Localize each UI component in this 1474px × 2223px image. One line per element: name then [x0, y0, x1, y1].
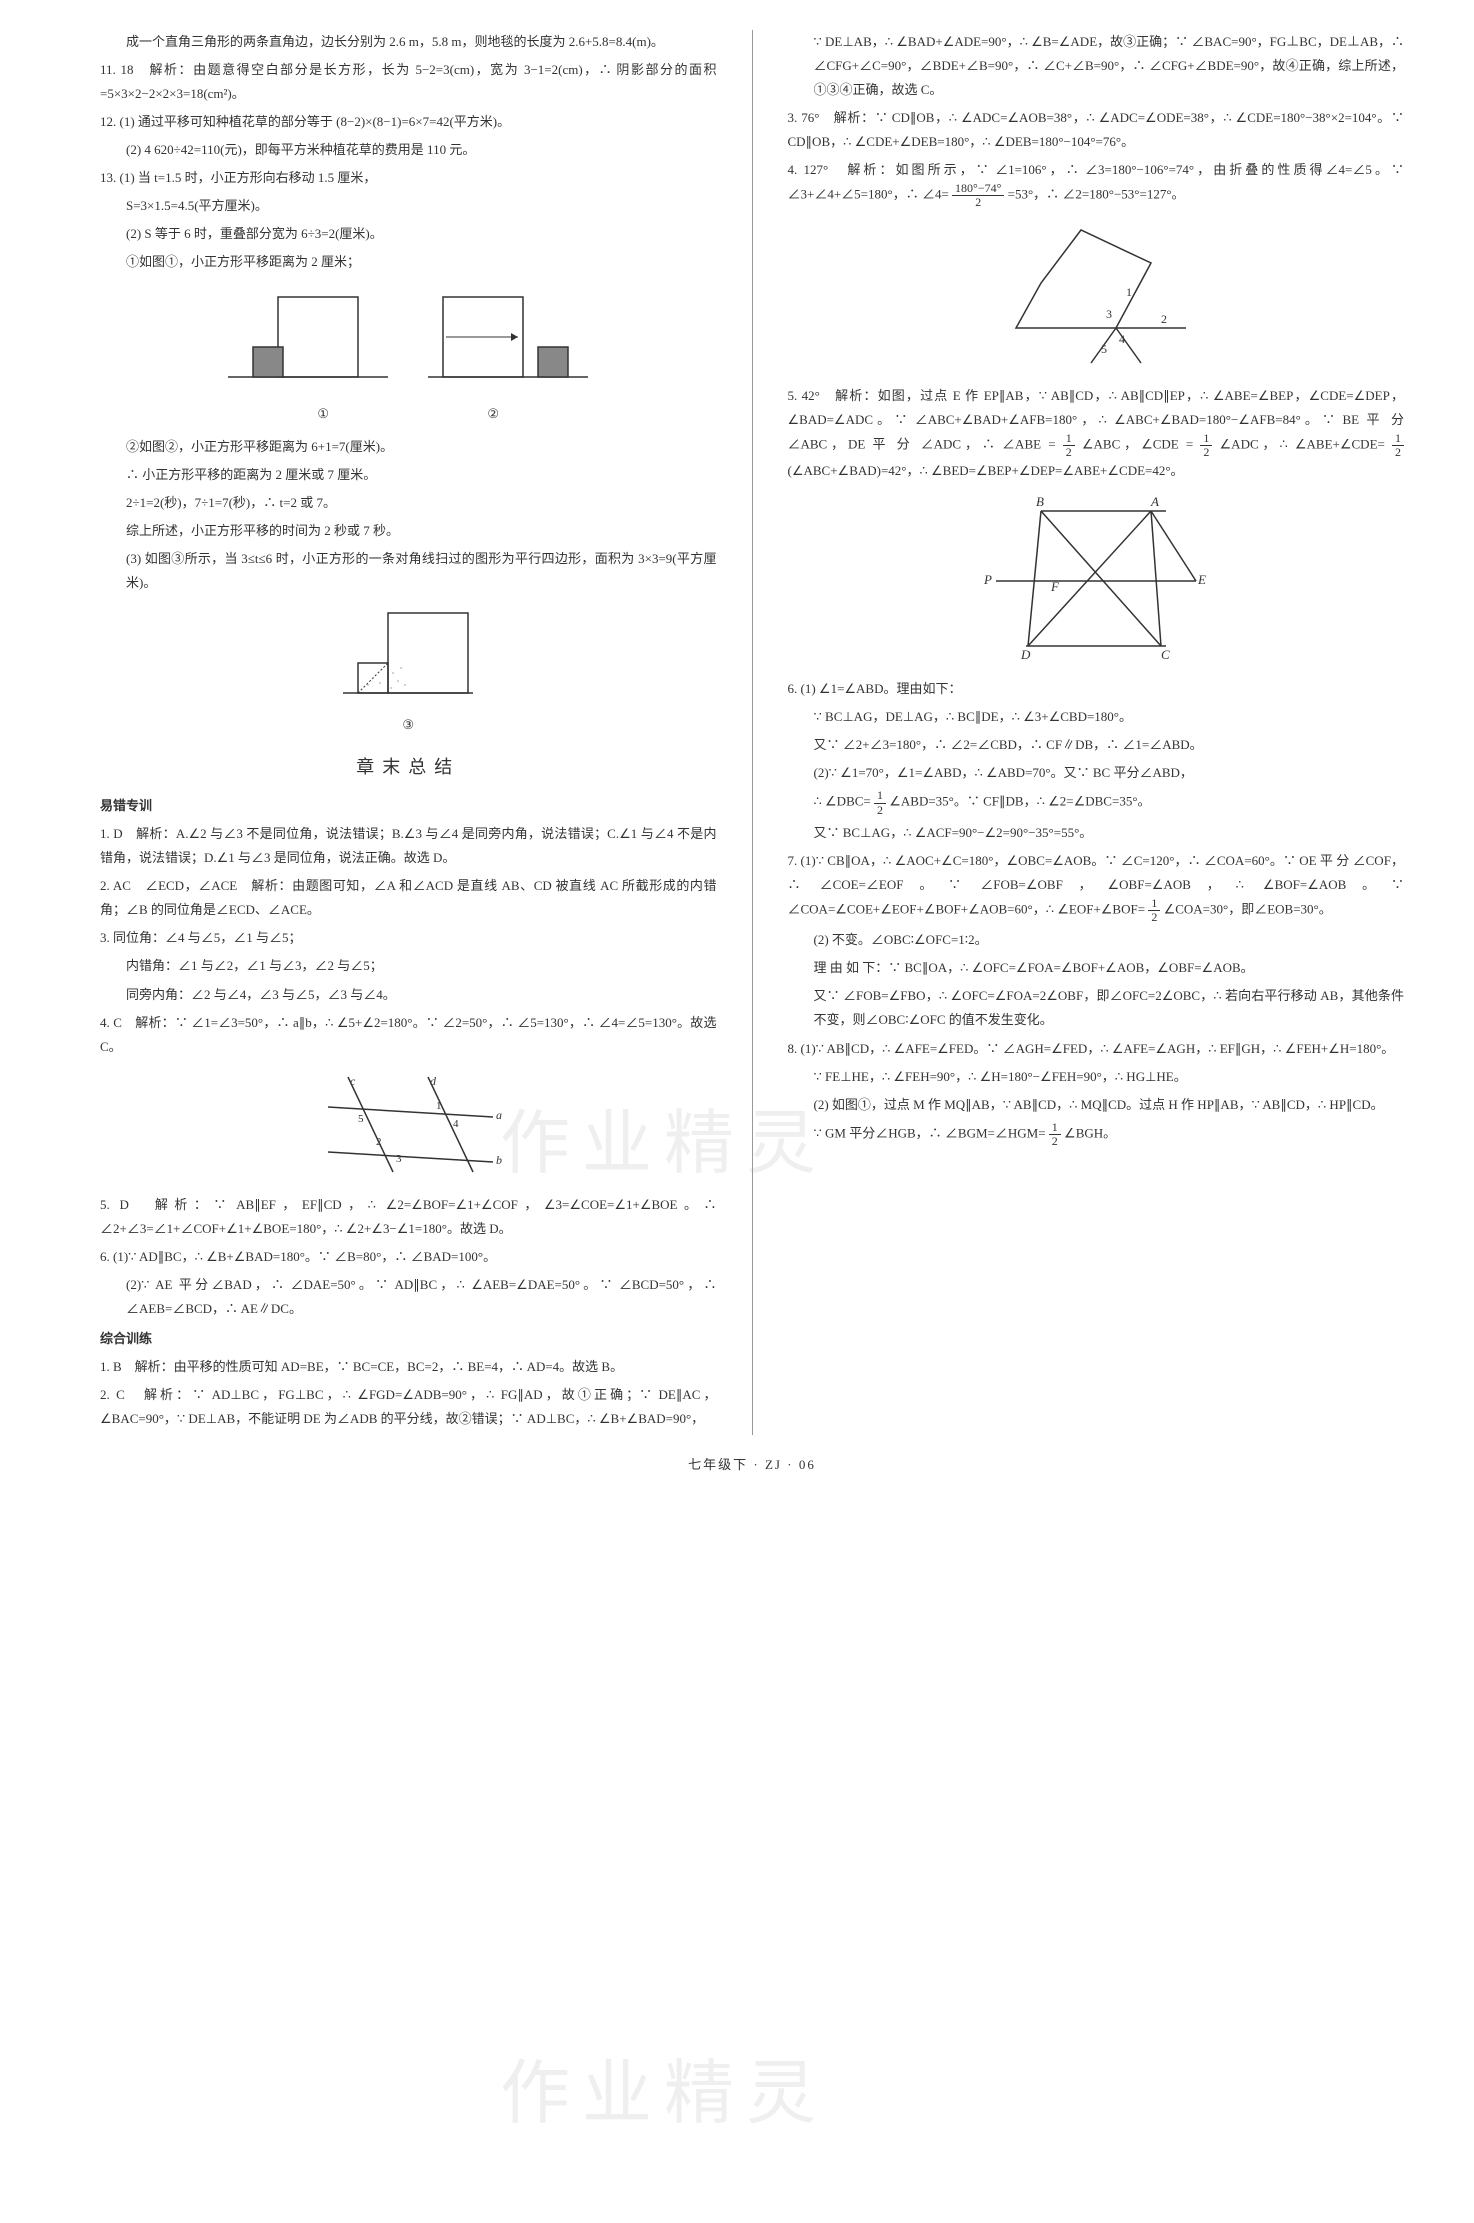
- text-line: ②如图②，小正方形平移距离为 6+1=7(厘米)。: [100, 435, 717, 459]
- fraction: 12: [1392, 432, 1404, 459]
- svg-text:b: b: [496, 1153, 502, 1167]
- text-line: ∵ BC⊥AG，DE⊥AG，∴ BC∥DE，∴ ∠3+∠CBD=180°。: [788, 705, 1405, 729]
- svg-text:E: E: [1197, 572, 1206, 587]
- fraction: 12: [1063, 432, 1075, 459]
- text-line: 3. 同位角：∠4 与∠5，∠1 与∠5；: [100, 926, 717, 950]
- svg-text:5: 5: [358, 1113, 364, 1125]
- text-line: (2) 如图①，过点 M 作 MQ∥AB，∵ AB∥CD，∴ MQ∥CD。过点 …: [788, 1093, 1405, 1117]
- svg-text:4: 4: [1119, 332, 1125, 346]
- text-line: 12. (1) 通过平移可知种植花草的部分等于 (8−2)×(8−1)=6×7=…: [100, 110, 717, 134]
- svg-text:B: B: [1036, 494, 1044, 509]
- text-line: 2. C 解析：∵ AD⊥BC，FG⊥BC，∴ ∠FGD=∠ADB=90°，∴ …: [100, 1383, 717, 1431]
- text-line: (2) S 等于 6 时，重叠部分宽为 6÷3=2(厘米)。: [100, 222, 717, 246]
- svg-text:P: P: [983, 572, 992, 587]
- text-line: 5. D 解析：∵ AB∥EF，EF∥CD，∴ ∠2=∠BOF=∠1+∠COF，…: [100, 1193, 717, 1241]
- text-line: 2. AC ∠ECD，∠ACE 解析：由题图可知，∠A 和∠ACD 是直线 AB…: [100, 874, 717, 922]
- text-line: 11. 18 解析：由题意得空白部分是长方形，长为 5−2=3(cm)，宽为 3…: [100, 58, 717, 106]
- text-line: 又∵ BC⊥AG，∴ ∠ACF=90°−∠2=90°−35°=55°。: [788, 821, 1405, 845]
- text-line: 8. (1)∵ AB∥CD，∴ ∠AFE=∠FED。∵ ∠AGH=∠FED，∴ …: [788, 1037, 1405, 1061]
- text-line: 内错角：∠1 与∠2，∠1 与∠3，∠2 与∠5；: [100, 954, 717, 978]
- text-line: 13. (1) 当 t=1.5 时，小正方形向右移动 1.5 厘米，: [100, 166, 717, 190]
- text-line: ∵ GM 平分∠HGB，∴ ∠BGM=∠HGM= 12 ∠BGH。: [788, 1121, 1405, 1148]
- svg-text:4: 4: [453, 1118, 459, 1130]
- text-line: ①如图①，小正方形平移距离为 2 厘米；: [100, 250, 717, 274]
- text-line: 1. B 解析：由平移的性质可知 AD=BE，∵ BC=CE，BC=2，∴ BE…: [100, 1355, 717, 1379]
- subhead: 综合训练: [100, 1327, 717, 1351]
- watermark: 作业精灵: [500, 2030, 828, 2160]
- svg-text:1: 1: [436, 1100, 442, 1112]
- text-line: 4. 127° 解析：如图所示，∵ ∠1=106°，∴ ∠3=180°−106°…: [788, 158, 1405, 209]
- svg-text:3: 3: [1106, 307, 1112, 321]
- figure-square-3: ③: [100, 603, 717, 737]
- text-line: 2÷1=2(秒)，7÷1=7(秒)，∴ t=2 或 7。: [100, 491, 717, 515]
- svg-text:2: 2: [1161, 312, 1167, 326]
- svg-text:c: c: [350, 1074, 356, 1088]
- svg-text:D: D: [1020, 647, 1031, 661]
- text-line: 3. 76° 解析：∵ CD∥OB，∴ ∠ADC=∠AOB=38°，∴ ∠ADC…: [788, 106, 1405, 154]
- svg-text:3: 3: [396, 1153, 402, 1165]
- text-line: ∴ ∠DBC= 12 ∠ABD=35°。∵ CF∥DB，∴ ∠2=∠DBC=35…: [788, 789, 1405, 816]
- svg-text:d: d: [430, 1074, 437, 1088]
- fig-label: ①: [238, 402, 408, 426]
- text-line: 5. 42° 解析：如图，过点 E 作 EP∥AB，∵ AB∥CD，∴ AB∥C…: [788, 384, 1405, 484]
- left-column: 成一个直角三角形的两条直角边，边长分别为 2.6 m，5.8 m，则地毯的长度为…: [100, 30, 717, 1435]
- fraction: 12: [1148, 897, 1160, 924]
- text-line: 成一个直角三角形的两条直角边，边长分别为 2.6 m，5.8 m，则地毯的长度为…: [100, 30, 717, 54]
- text-line: 又∵ ∠FOB=∠FBO，∴ ∠OFC=∠FOA=2∠OBF，即∠OFC=2∠O…: [788, 984, 1405, 1032]
- svg-text:2: 2: [376, 1136, 382, 1148]
- fraction: 12: [1200, 432, 1212, 459]
- text-line: (3) 如图③所示，当 3≤t≤6 时，小正方形的一条对角线扫过的图形为平行四边…: [100, 547, 717, 595]
- svg-text:A: A: [1150, 494, 1159, 509]
- text-line: ∵ FE⊥HE，∴ ∠FEH=90°，∴ ∠H=180°−∠FEH=90°，∴ …: [788, 1065, 1405, 1089]
- subhead: 易错专训: [100, 794, 717, 818]
- text-line: (2) 不变。∠OBC∶∠OFC=1∶2。: [788, 928, 1405, 952]
- section-title: 章末总结: [100, 751, 717, 784]
- text-line: 7. (1)∵ CB∥OA，∴ ∠AOC+∠C=180°，∠OBC=∠AOB。∵…: [788, 849, 1405, 924]
- text-line: (2)∵ AE 平分∠BAD，∴ ∠DAE=50°。∵ AD∥BC，∴ ∠AEB…: [100, 1273, 717, 1321]
- figure-angles: c d a b 1 4 5 2 3: [100, 1067, 717, 1185]
- text-line: (2) 4 620÷42=110(元)，即每平方米种植花草的费用是 110 元。: [100, 138, 717, 162]
- column-divider: [752, 30, 753, 1435]
- text-line: 1. D 解析：A.∠2 与∠3 不是同位角，说法错误；B.∠3 与∠4 是同旁…: [100, 822, 717, 870]
- text-line: 同旁内角：∠2 与∠4，∠3 与∠5，∠3 与∠4。: [100, 983, 717, 1007]
- svg-text:1: 1: [1126, 285, 1132, 299]
- fraction: 180°−74°2: [952, 182, 1004, 209]
- fraction: 12: [1049, 1121, 1061, 1148]
- fig-label: ③: [100, 713, 717, 737]
- svg-text:5: 5: [1101, 342, 1107, 356]
- text-line: 综上所述，小正方形平移的时间为 2 秒或 7 秒。: [100, 519, 717, 543]
- text-line: ∵ DE⊥AB，∴ ∠BAD+∠ADE=90°，∴ ∠B=∠ADE，故③正确；∵…: [788, 30, 1405, 102]
- fig-label: ②: [408, 402, 578, 426]
- text-line: S=3×1.5=4.5(平方厘米)。: [100, 194, 717, 218]
- text-line: (2)∵ ∠1=70°，∠1=∠ABD，∴ ∠ABD=70°。又∵ BC 平分∠…: [788, 761, 1405, 785]
- text-line: 6. (1)∵ AD∥BC，∴ ∠B+∠BAD=180°。∵ ∠B=80°，∴ …: [100, 1245, 717, 1269]
- figure-triangle-lines: B A P E D C F: [788, 491, 1405, 669]
- svg-text:a: a: [496, 1108, 502, 1122]
- text-line: 6. (1) ∠1=∠ABD。理由如下：: [788, 677, 1405, 701]
- page-footer: 七年级下 · ZJ · 06: [100, 1453, 1404, 1477]
- svg-text:F: F: [1050, 579, 1060, 594]
- two-column-layout: 成一个直角三角形的两条直角边，边长分别为 2.6 m，5.8 m，则地毯的长度为…: [100, 30, 1404, 1435]
- fraction: 12: [874, 789, 886, 816]
- figure-squares: ①②: [100, 282, 717, 426]
- right-column: ∵ DE⊥AB，∴ ∠BAD+∠ADE=90°，∴ ∠B=∠ADE，故③正确；∵…: [788, 30, 1405, 1435]
- figure-fold: 1 2 3 4 5: [788, 218, 1405, 376]
- text-line: 理 由 如 下：∵ BC∥OA，∴ ∠OFC=∠FOA=∠BOF+∠AOB，∠O…: [788, 956, 1405, 980]
- text-line: 4. C 解析：∵ ∠1=∠3=50°，∴ a∥b，∴ ∠5+∠2=180°。∵…: [100, 1011, 717, 1059]
- svg-text:C: C: [1161, 647, 1170, 661]
- text-line: 又∵ ∠2+∠3=180°，∴ ∠2=∠CBD，∴ CF∥DB，∴ ∠1=∠AB…: [788, 733, 1405, 757]
- text-line: ∴ 小正方形平移的距离为 2 厘米或 7 厘米。: [100, 463, 717, 487]
